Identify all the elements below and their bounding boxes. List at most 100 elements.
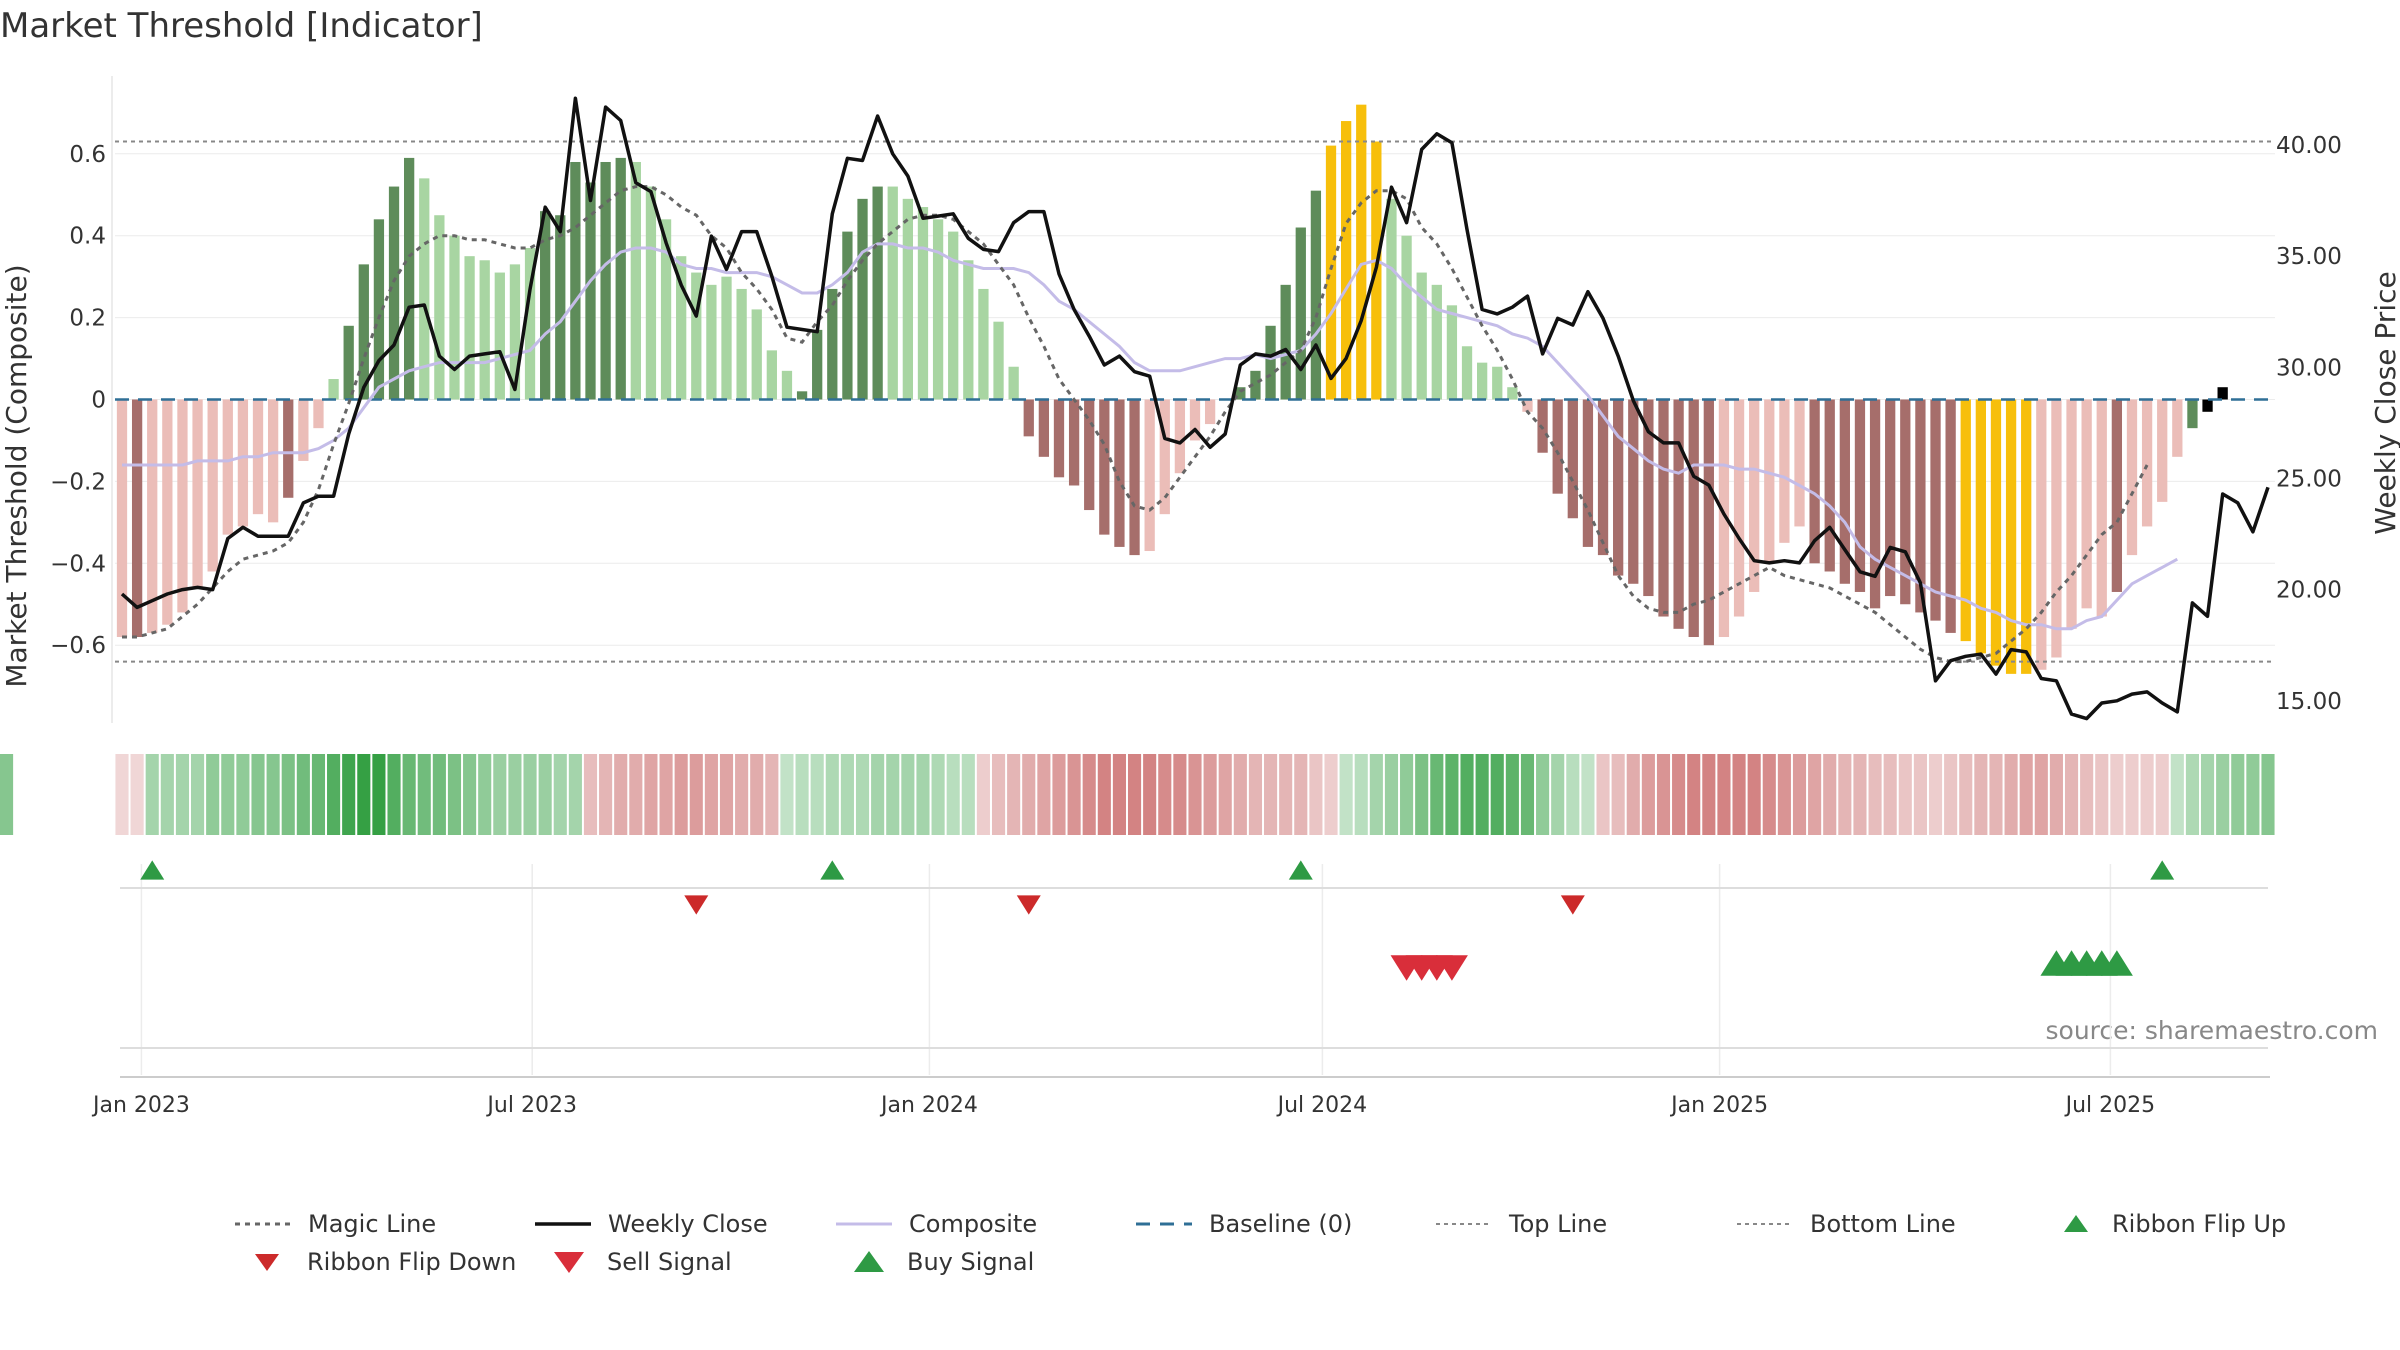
ribbon-cell [402,754,416,835]
ribbon-cell [674,754,688,835]
composite-bar [1144,399,1155,552]
ribbon-cell [1475,754,1489,835]
x-tick-label: Jul 2024 [1276,1093,1368,1118]
composite-bar [1204,399,1216,425]
ribbon-cell [901,754,915,835]
composite-bar [1703,399,1714,646]
composite-bar [1975,399,1986,654]
composite-bar [1477,362,1488,400]
composite-bar [600,161,611,400]
composite-bar [1900,399,1911,605]
ribbon-cell [1248,754,1263,835]
ribbon-cell [2200,754,2215,835]
legend-label: Magic Line [308,1210,436,1238]
ribbon-cell [160,754,174,835]
composite-bar [1461,346,1473,400]
composite-bar [2051,399,2062,658]
ribbon-cell [1551,754,1565,835]
composite-bar [1189,399,1201,441]
composite-bar [419,178,430,400]
sell-signal-marker [1016,895,1041,915]
x-tick-label: Jul 2025 [2064,1093,2156,1118]
ribbon-cell [1264,754,1278,835]
ribbon-cell [447,754,462,835]
ribbon-cell [1944,754,1958,835]
composite-bar [948,231,959,400]
weekly-close-line [120,96,2270,721]
legend-swatch-flip-down [255,1254,279,1271]
ribbon-cell [644,754,658,835]
composite-bar [615,157,626,400]
composite-bar [2005,399,2017,674]
ribbon-cell [2125,754,2139,835]
legend: Magic Line Weekly Close Composite Baseline … [235,1210,2286,1276]
composite-bar [509,264,521,400]
ribbon-cell [2231,754,2245,835]
ribbon-cell [2004,754,2018,835]
ribbon-cell [1354,754,1368,835]
y-left-label: Market Threshold (Composite) [0,264,33,687]
composite-bar [812,329,823,400]
composite-bar [1749,399,1760,592]
ribbon-cell [1823,754,1837,835]
y-left-tick-label: −0.2 [50,469,106,495]
composite-bar [131,399,143,638]
ribbon-cell [765,754,779,835]
ribbon-cell [523,754,537,835]
ribbon-cell [1566,754,1580,835]
composite-bar [978,288,989,400]
composite-bar [358,264,369,400]
composite-bar [630,161,641,400]
ribbon-cell [1022,754,1036,835]
ribbon-cell [1279,754,1293,835]
composite-bar [1431,284,1442,400]
composite-bar [1567,399,1578,519]
composite-bar [1613,399,1624,576]
composite-bar [2187,399,2198,429]
source-note: source: sharemaestro.com [2046,1016,2379,1045]
composite-bar [222,399,233,535]
composite-bar [1492,366,1503,400]
ribbon-cell [372,754,386,835]
line-series [115,96,2275,721]
composite-bar [2036,399,2047,670]
ribbon-cell [1490,754,1504,835]
composite-bar [1960,399,1971,642]
ribbon-cell [689,754,703,835]
composite-bar [313,399,324,429]
ribbon-cell [508,754,522,835]
ribbon-cell [2080,754,2094,835]
ribbon-cell [1717,754,1731,835]
composite-bar [1129,399,1140,556]
ribbon-cell [2261,754,2275,835]
composite-bar [1416,272,1427,400]
composite-bar [1068,399,1080,486]
composite-bar [2096,399,2107,617]
composite-bar [283,399,294,498]
ribbon-cell [961,754,975,835]
x-tick-label: Jul 2023 [485,1093,577,1118]
ribbon-cell [1415,754,1429,835]
ribbon-cell [946,754,960,835]
composite-bar [796,391,808,400]
ribbon-cell [1838,754,1852,835]
y-right-tick-label: 20.00 [2276,578,2342,604]
composite-bar [993,321,1004,400]
ribbon-cell [735,754,749,835]
ribbon-cell [1762,754,1776,835]
ribbon-cell [432,754,446,835]
y-right-tick-label: 30.00 [2276,355,2342,381]
composite-bar [902,198,913,400]
ribbon-cell [659,754,673,835]
ribbon-cell [417,754,431,835]
composite-bar [162,399,173,625]
composite-bar [1597,399,1609,556]
composite-bar [842,231,853,400]
composite-bar [706,284,717,400]
composite-bar [388,186,400,400]
x-tick-label: Jan 2025 [1669,1093,1768,1118]
composite-bar [343,325,354,400]
ribbon-cell [2185,754,2199,835]
ribbon-cell [931,754,945,835]
